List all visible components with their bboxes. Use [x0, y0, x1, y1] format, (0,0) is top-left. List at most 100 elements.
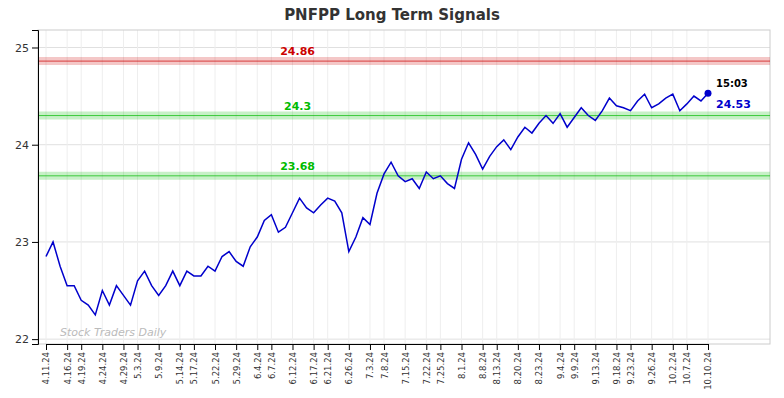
x-tick-mark: [652, 344, 653, 350]
x-tick-label: 7.3.24: [365, 352, 375, 379]
grid-line-x: [369, 30, 370, 344]
x-tick-label: 7.22.24: [422, 352, 432, 384]
y-axis-line: [32, 31, 39, 345]
x-tick-mark: [560, 344, 561, 350]
x-tick: 5.29.24: [232, 344, 242, 384]
x-tick-label: 10.7.24: [682, 352, 692, 384]
x-tick-mark: [708, 344, 709, 350]
x-tick-mark: [180, 344, 181, 350]
x-tick: 9.18.24: [612, 344, 622, 384]
x-tick: 6.12.24: [288, 344, 298, 384]
y-tick-mark: [32, 242, 38, 243]
x-tick-label: 5.17.24: [189, 352, 199, 384]
grid-line-x: [236, 30, 237, 344]
x-tick-mark: [349, 344, 350, 350]
x-tick-label: 5.22.24: [210, 352, 220, 384]
reference-line: [38, 61, 770, 62]
grid-line-x: [215, 30, 216, 344]
x-tick: 7.22.24: [422, 344, 432, 384]
watermark: Stock Traders Daily: [60, 326, 167, 339]
grid-line-y: [38, 47, 770, 48]
grid-line-x: [672, 30, 673, 344]
x-tick-mark: [159, 344, 160, 350]
x-tick-label: 7.15.24: [401, 352, 411, 384]
grid-line-x: [686, 30, 687, 344]
reference-label: 24.3: [284, 100, 311, 113]
grid-line-x: [461, 30, 462, 344]
x-tick: 5.22.24: [210, 344, 220, 384]
x-tick: 5.9.24: [154, 344, 164, 379]
y-tick-mark: [32, 47, 38, 48]
x-tick-label: 4.24.24: [98, 352, 108, 384]
x-tick-label: 6.12.24: [288, 352, 298, 384]
x-tick: 9.9.24: [570, 344, 580, 379]
reference-band: [38, 57, 770, 65]
x-tick-mark: [292, 344, 293, 350]
x-tick-mark: [46, 344, 47, 350]
x-tick-mark: [257, 344, 258, 350]
x-tick-mark: [673, 344, 674, 350]
x-tick-label: 5.9.24: [154, 352, 164, 379]
x-tick-label: 4.11.24: [41, 352, 51, 384]
x-tick-label: 4.29.24: [119, 352, 129, 384]
x-tick-label: 5.14.24: [175, 352, 185, 384]
x-tick: 10.2.24: [668, 344, 678, 384]
y-tick-mark: [32, 145, 38, 146]
x-tick-mark: [631, 344, 632, 350]
x-tick-label: 10.10.24: [703, 352, 713, 390]
x-tick: 7.25.24: [436, 344, 446, 384]
x-tick: 6.7.24: [267, 344, 277, 379]
y-tick: 23: [15, 236, 38, 249]
x-tick-mark: [271, 344, 272, 350]
grid-line-x: [574, 30, 575, 344]
x-tick: 4.24.24: [98, 344, 108, 384]
y-tick: 22: [15, 333, 38, 346]
x-tick-mark: [440, 344, 441, 350]
x-tick-label: 9.26.24: [647, 352, 657, 384]
x-tick-mark: [236, 344, 237, 350]
x-tick-mark: [687, 344, 688, 350]
x-tick-label: 6.7.24: [267, 352, 277, 379]
x-tick: 8.8.24: [478, 344, 488, 379]
grid-line-x: [179, 30, 180, 344]
x-tick: 9.4.24: [556, 344, 566, 379]
title: PNFPP Long Term Signals: [284, 6, 500, 24]
x-tick: 7.15.24: [401, 344, 411, 384]
x-tick-label: 5.29.24: [232, 352, 242, 384]
x-tick-mark: [462, 344, 463, 350]
reference-line: [38, 115, 770, 116]
x-tick-label: 8.23.24: [534, 352, 544, 384]
grid-line-x: [482, 30, 483, 344]
reference-label: 24.86: [280, 45, 315, 58]
grid-line-x: [81, 30, 82, 344]
x-tick: 4.29.24: [119, 344, 129, 384]
x-tick-mark: [314, 344, 315, 350]
y-tick-label: 23: [15, 236, 29, 249]
x-tick-mark: [483, 344, 484, 350]
x-tick-label: 8.20.24: [513, 352, 523, 384]
x-tick-mark: [81, 344, 82, 350]
x-tick-mark: [384, 344, 385, 350]
grid-line-x: [651, 30, 652, 344]
x-tick-mark: [123, 344, 124, 350]
chart: PNFPP Long Term Signals4.11.244.16.244.1…: [0, 0, 784, 398]
x-tick: 9.23.24: [626, 344, 636, 384]
y-tick-label: 22: [15, 333, 29, 346]
grid-line-x: [538, 30, 539, 344]
y-axis: 22232425: [15, 31, 39, 347]
x-tick: 8.1.24: [457, 344, 467, 379]
grid-line-x: [595, 30, 596, 344]
x-tick-label: 9.4.24: [556, 352, 566, 379]
marks: [38, 61, 770, 315]
grid-line-x: [708, 30, 709, 344]
grid: [38, 30, 770, 344]
grid-line-y: [38, 241, 770, 242]
line: [46, 93, 708, 315]
last-point: [705, 90, 712, 97]
y-tick-mark: [32, 339, 38, 340]
grid-line-x: [348, 30, 349, 344]
grid-line-x: [630, 30, 631, 344]
grid-line-x: [327, 30, 328, 344]
grid-line-x: [102, 30, 103, 344]
reference-label: 23.68: [280, 160, 315, 173]
